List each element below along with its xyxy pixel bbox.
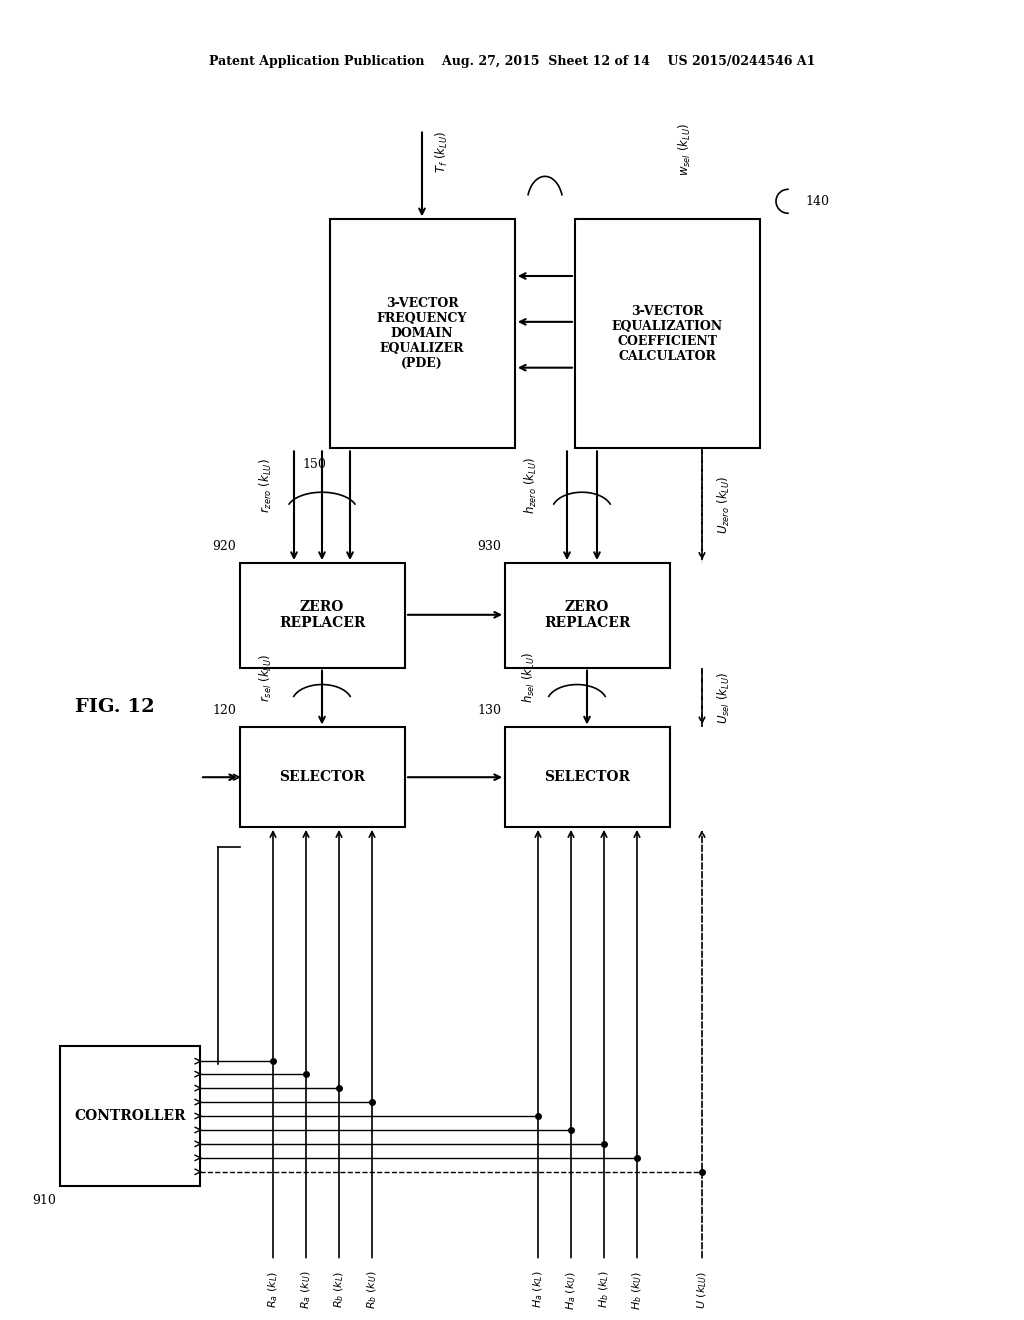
- Text: SELECTOR: SELECTOR: [279, 770, 365, 784]
- Text: $w_{sel}$ $(k_{LU})$: $w_{sel}$ $(k_{LU})$: [677, 123, 693, 176]
- Text: $R_b$ $(k_U)$: $R_b$ $(k_U)$: [366, 1270, 379, 1309]
- Text: ZERO
REPLACER: ZERO REPLACER: [544, 599, 630, 630]
- Text: $R_b$ $(k_L)$: $R_b$ $(k_L)$: [332, 1270, 346, 1308]
- Text: $R_a$ $(k_U)$: $R_a$ $(k_U)$: [299, 1270, 312, 1309]
- Text: 150: 150: [302, 458, 326, 471]
- Text: 3-VECTOR
EQUALIZATION
COEFFICIENT
CALCULATOR: 3-VECTOR EQUALIZATION COEFFICIENT CALCUL…: [611, 305, 723, 363]
- Text: ZERO
REPLACER: ZERO REPLACER: [279, 599, 366, 630]
- Text: $h_{sel}$ $(k_{LU})$: $h_{sel}$ $(k_{LU})$: [521, 652, 537, 704]
- Text: $H_b$ $(k_L)$: $H_b$ $(k_L)$: [597, 1270, 610, 1308]
- Bar: [505, 727, 670, 828]
- Text: 930: 930: [477, 540, 501, 553]
- Text: $U$ $(k_{LU})$: $U$ $(k_{LU})$: [695, 1270, 709, 1308]
- Bar: [240, 564, 406, 668]
- Text: 910: 910: [32, 1193, 56, 1206]
- Text: CONTROLLER: CONTROLLER: [75, 1109, 185, 1123]
- Text: 130: 130: [477, 705, 501, 718]
- Bar: [505, 564, 670, 668]
- Text: Patent Application Publication    Aug. 27, 2015  Sheet 12 of 14    US 2015/02445: Patent Application Publication Aug. 27, …: [209, 55, 815, 69]
- Text: SELECTOR: SELECTOR: [544, 770, 630, 784]
- Text: $T_f$ $(k_{LU})$: $T_f$ $(k_{LU})$: [434, 131, 451, 173]
- Text: $r_{sel}$ $(k_{LU})$: $r_{sel}$ $(k_{LU})$: [258, 653, 274, 702]
- Text: $H_a$ $(k_L)$: $H_a$ $(k_L)$: [531, 1270, 545, 1308]
- Text: 920: 920: [212, 540, 236, 553]
- Text: 3-VECTOR
FREQUENCY
DOMAIN
EQUALIZER
(PDE): 3-VECTOR FREQUENCY DOMAIN EQUALIZER (PDE…: [377, 297, 467, 371]
- Bar: [240, 727, 406, 828]
- Bar: [575, 219, 760, 449]
- Bar: [330, 219, 515, 449]
- Text: $U_{zero}$ $(k_{LU})$: $U_{zero}$ $(k_{LU})$: [716, 477, 732, 535]
- Text: $U_{sel}$ $(k_{LU})$: $U_{sel}$ $(k_{LU})$: [716, 672, 732, 723]
- Text: 120: 120: [212, 705, 236, 718]
- Text: FIG. 12: FIG. 12: [75, 698, 155, 717]
- Text: $R_a$ $(k_L)$: $R_a$ $(k_L)$: [266, 1270, 280, 1308]
- Text: $r_{zero}$ $(k_{LU})$: $r_{zero}$ $(k_{LU})$: [258, 458, 274, 512]
- Text: 140: 140: [805, 195, 829, 207]
- Text: $h_{zero}$ $(k_{LU})$: $h_{zero}$ $(k_{LU})$: [523, 457, 539, 513]
- Bar: [60, 1047, 200, 1185]
- Text: $H_a$ $(k_U)$: $H_a$ $(k_U)$: [564, 1270, 578, 1309]
- Text: $H_b$ $(k_U)$: $H_b$ $(k_U)$: [630, 1270, 644, 1309]
